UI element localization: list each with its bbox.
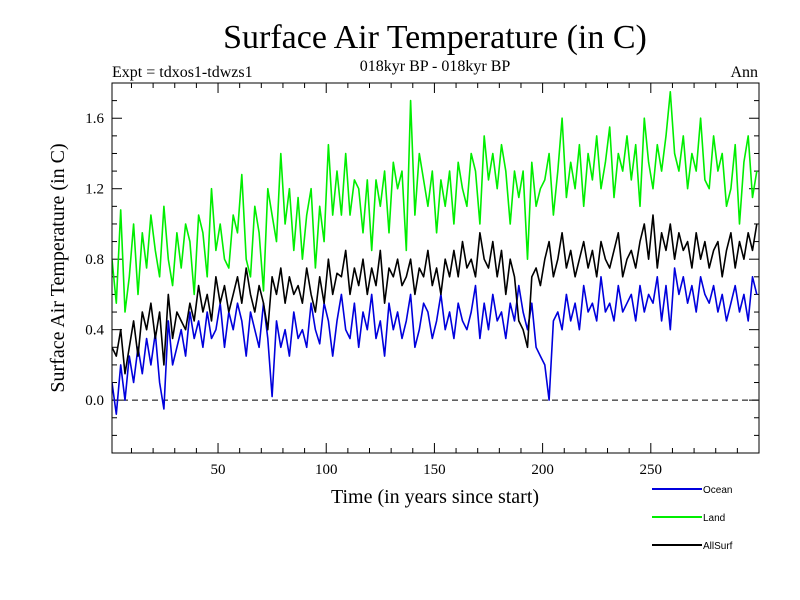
plot-area: 0.0 0.4 0.8 1.2 1.6 50 100 150 200 250	[85, 83, 759, 478]
series-line-land	[112, 91, 758, 313]
series-line-ocean	[112, 267, 758, 416]
chart-left-label: Expt = tdxos1-tdwzs1	[112, 64, 253, 81]
y-tick-label: 0.0	[85, 393, 104, 409]
y-tick-label: 0.8	[85, 252, 104, 268]
y-tick-label: 1.6	[85, 111, 104, 127]
series-line-allsurf	[112, 214, 758, 375]
chart-right-label: Ann	[730, 64, 758, 81]
chart-subtitle: 018kyr BP - 018kyr BP	[360, 58, 511, 75]
legend: Ocean Land AllSurf	[652, 485, 733, 552]
x-tick-label: 200	[531, 462, 554, 478]
y-axis-label: Surface Air Temperature (in C)	[47, 143, 69, 392]
legend-label-ocean: Ocean	[703, 485, 732, 496]
legend-label-allsurf: AllSurf	[703, 541, 733, 552]
x-tick-label: 50	[211, 462, 226, 478]
x-axis-label: Time (in years since start)	[331, 486, 539, 508]
chart-title: Surface Air Temperature (in C)	[223, 19, 647, 56]
legend-label-land: Land	[703, 513, 725, 524]
plot-frame	[111, 82, 760, 454]
x-tick-label: 100	[315, 462, 338, 478]
y-tick-label: 0.4	[85, 323, 104, 339]
x-tick-label: 250	[640, 462, 663, 478]
x-tick-label: 150	[423, 462, 446, 478]
y-tick-label: 1.2	[85, 182, 104, 198]
